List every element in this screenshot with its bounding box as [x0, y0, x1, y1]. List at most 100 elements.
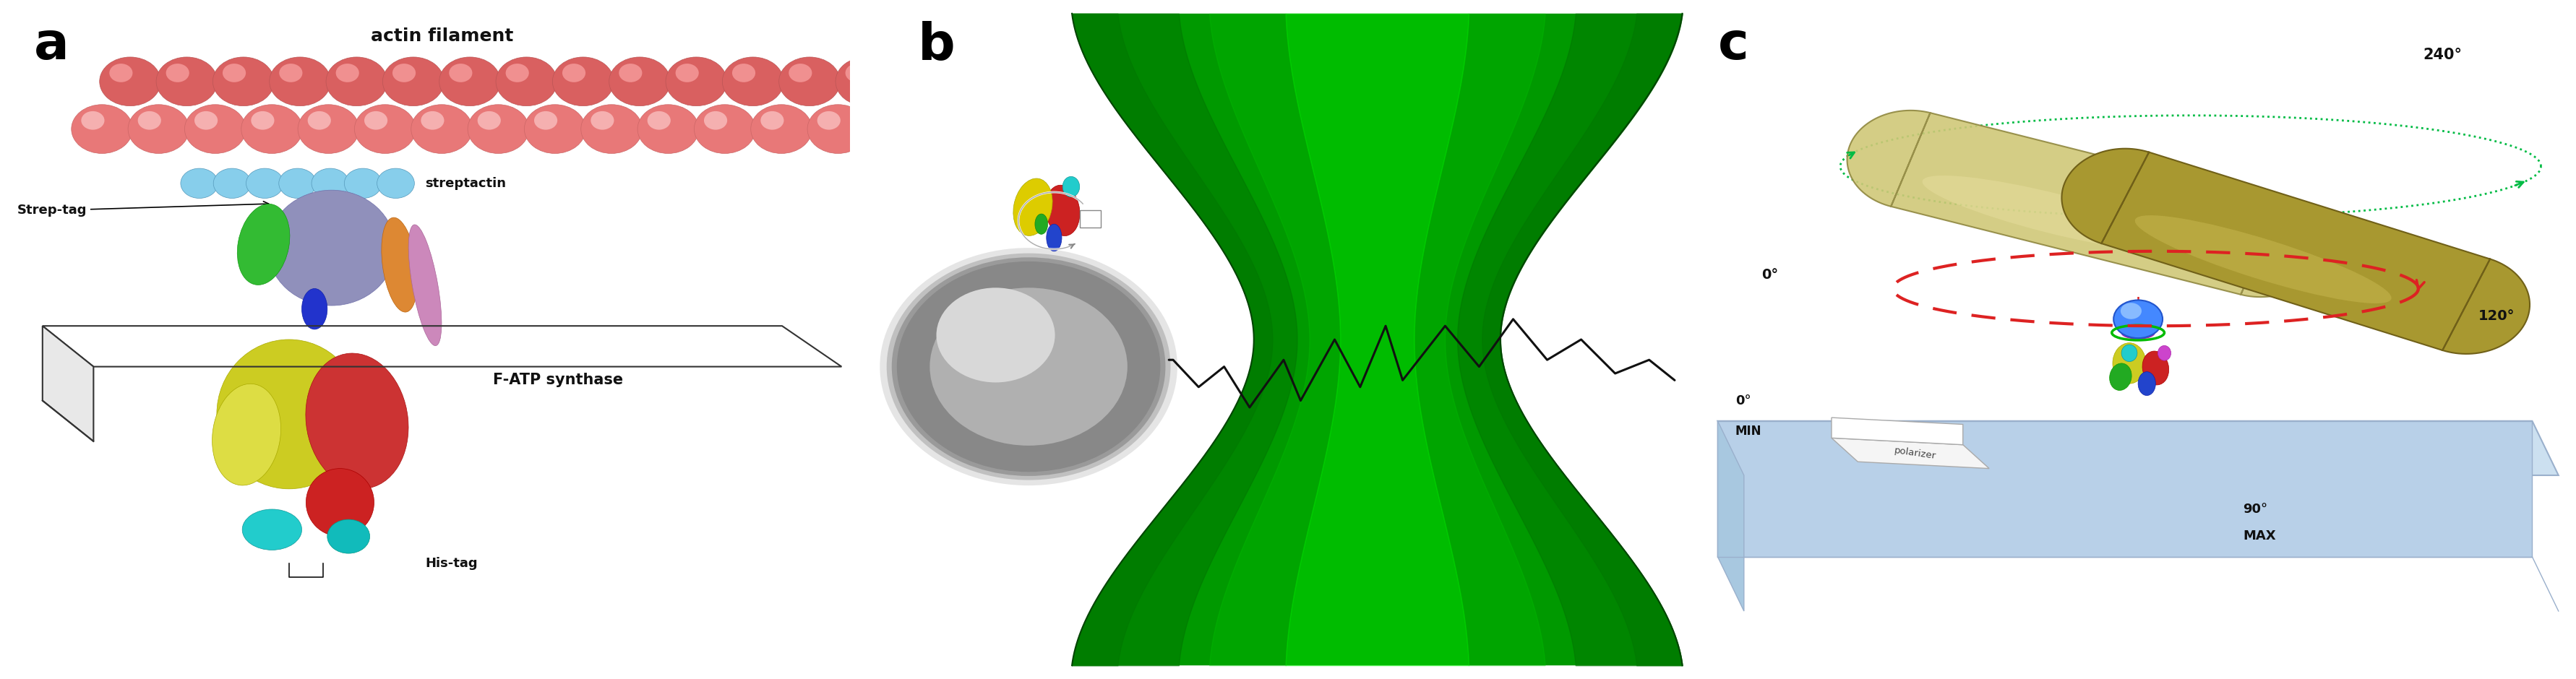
- Text: 120°: 120°: [2478, 309, 2514, 323]
- Ellipse shape: [268, 190, 394, 306]
- Circle shape: [526, 105, 585, 153]
- Ellipse shape: [1046, 185, 1079, 236]
- Circle shape: [477, 111, 500, 130]
- Ellipse shape: [1922, 176, 2184, 251]
- Circle shape: [214, 168, 250, 198]
- Ellipse shape: [1046, 224, 1061, 251]
- Circle shape: [788, 64, 811, 82]
- Circle shape: [100, 57, 160, 106]
- Circle shape: [2120, 303, 2141, 319]
- Circle shape: [533, 111, 556, 130]
- Circle shape: [930, 288, 1128, 445]
- Circle shape: [896, 261, 1159, 472]
- Circle shape: [420, 111, 443, 130]
- Circle shape: [165, 64, 188, 82]
- Circle shape: [760, 111, 783, 130]
- Circle shape: [355, 105, 415, 153]
- Text: b: b: [917, 20, 956, 70]
- Text: c: c: [1718, 20, 1749, 70]
- Circle shape: [505, 64, 528, 82]
- Circle shape: [886, 253, 1170, 480]
- Text: streptactin: streptactin: [425, 177, 505, 190]
- Circle shape: [242, 105, 301, 153]
- Ellipse shape: [307, 353, 410, 489]
- Ellipse shape: [2123, 327, 2154, 339]
- Polygon shape: [1718, 421, 2558, 475]
- Circle shape: [562, 64, 585, 82]
- Polygon shape: [1718, 421, 2532, 557]
- Circle shape: [137, 111, 162, 130]
- Text: polarizer: polarizer: [1893, 446, 1937, 461]
- Circle shape: [778, 57, 840, 106]
- Circle shape: [247, 168, 283, 198]
- Circle shape: [440, 57, 500, 106]
- Ellipse shape: [1036, 214, 1048, 234]
- Ellipse shape: [2123, 345, 2138, 361]
- Text: His-tag: His-tag: [425, 557, 477, 570]
- Circle shape: [639, 105, 698, 153]
- Text: 240°: 240°: [2424, 48, 2463, 62]
- Circle shape: [551, 57, 613, 106]
- Circle shape: [618, 64, 641, 82]
- Circle shape: [376, 168, 415, 198]
- Circle shape: [278, 168, 317, 198]
- Circle shape: [495, 57, 556, 106]
- Circle shape: [750, 105, 811, 153]
- Ellipse shape: [381, 217, 417, 312]
- Ellipse shape: [410, 225, 440, 346]
- Circle shape: [582, 105, 641, 153]
- Text: a: a: [33, 20, 70, 70]
- Circle shape: [384, 57, 443, 106]
- Circle shape: [665, 57, 726, 106]
- Ellipse shape: [301, 289, 327, 329]
- Circle shape: [675, 64, 698, 82]
- Ellipse shape: [1064, 177, 1079, 197]
- Circle shape: [732, 64, 755, 82]
- Circle shape: [129, 105, 188, 153]
- Circle shape: [363, 111, 386, 130]
- Circle shape: [82, 111, 106, 130]
- Polygon shape: [1072, 14, 1682, 665]
- Circle shape: [185, 105, 245, 153]
- Ellipse shape: [2138, 372, 2156, 395]
- Polygon shape: [1832, 418, 1963, 445]
- Circle shape: [412, 105, 471, 153]
- Circle shape: [108, 64, 131, 82]
- Circle shape: [873, 111, 896, 130]
- Text: MAX: MAX: [2244, 530, 2277, 543]
- Polygon shape: [1079, 210, 1100, 227]
- Ellipse shape: [2143, 351, 2169, 385]
- Ellipse shape: [216, 340, 361, 489]
- Ellipse shape: [242, 509, 301, 550]
- Circle shape: [2112, 300, 2164, 338]
- Polygon shape: [1832, 438, 1989, 469]
- Ellipse shape: [2159, 346, 2172, 361]
- Polygon shape: [44, 326, 93, 441]
- Circle shape: [72, 105, 131, 153]
- Circle shape: [335, 64, 358, 82]
- Ellipse shape: [2136, 215, 2391, 304]
- Circle shape: [299, 105, 358, 153]
- Ellipse shape: [307, 469, 374, 536]
- Text: Strep-tag: Strep-tag: [18, 202, 268, 217]
- Circle shape: [590, 111, 613, 130]
- Circle shape: [608, 57, 670, 106]
- Text: F-ATP synthase: F-ATP synthase: [492, 373, 623, 388]
- Ellipse shape: [237, 204, 289, 285]
- Circle shape: [345, 168, 381, 198]
- Circle shape: [806, 105, 868, 153]
- Circle shape: [693, 105, 755, 153]
- Circle shape: [278, 64, 301, 82]
- Polygon shape: [2061, 149, 2530, 354]
- Ellipse shape: [2110, 363, 2130, 390]
- Circle shape: [647, 111, 670, 130]
- Circle shape: [270, 57, 330, 106]
- Circle shape: [835, 57, 896, 106]
- Circle shape: [448, 64, 471, 82]
- Circle shape: [214, 57, 273, 106]
- Circle shape: [193, 111, 219, 130]
- Text: MIN: MIN: [1736, 424, 1762, 437]
- Circle shape: [863, 105, 925, 153]
- Circle shape: [157, 57, 216, 106]
- Circle shape: [327, 57, 386, 106]
